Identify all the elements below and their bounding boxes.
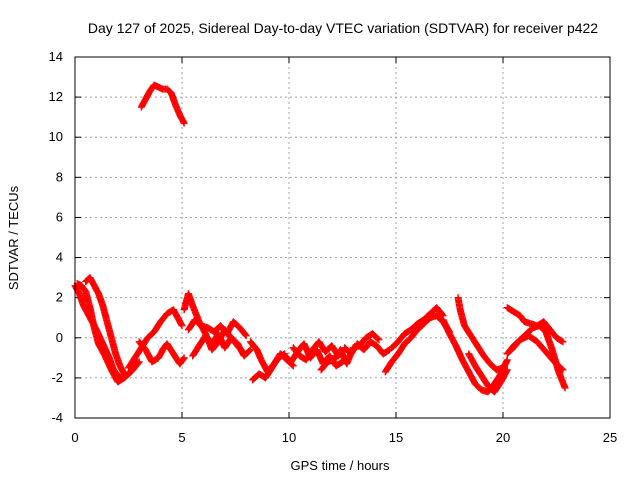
data-point: [559, 366, 567, 374]
data-point: [242, 332, 250, 340]
data-point: [246, 347, 254, 355]
y-tick-label: 8: [56, 169, 63, 184]
data-point: [120, 370, 128, 378]
data-point: [503, 366, 511, 374]
series-arc-6: [137, 81, 188, 127]
data-point: [241, 331, 249, 339]
data-points: [71, 81, 569, 396]
y-tick-label: 2: [56, 290, 63, 305]
series-arc-11: [249, 350, 289, 384]
data-point: [561, 384, 569, 392]
data-point: [180, 354, 188, 362]
data-point: [559, 338, 567, 346]
y-tick-label: -2: [51, 370, 63, 385]
data-point: [178, 322, 186, 330]
data-point: [246, 346, 254, 354]
series-arc-3: [82, 274, 128, 378]
data-point: [558, 337, 566, 345]
plot-frame: [74, 56, 611, 419]
y-tick-label: 14: [49, 49, 63, 64]
series-arc-23: [508, 332, 567, 374]
series-arc-19: [454, 294, 507, 374]
data-point: [503, 356, 511, 364]
series-arc-21: [503, 322, 569, 392]
x-tick-label: 15: [389, 430, 403, 445]
series-arc-17: [388, 304, 447, 352]
y-tick-label: 4: [56, 250, 63, 265]
series-arc-9: [189, 330, 254, 360]
series-arc-5: [135, 338, 188, 368]
axes: 0 5 10 15 20 25 -4 -2 0 2 4 6 8 10 12 14: [49, 49, 618, 445]
data-point: [180, 119, 188, 127]
chart-title: Day 127 of 2025, Sidereal Day-to-day VTE…: [88, 20, 598, 36]
x-tick-label: 5: [178, 430, 185, 445]
data-point: [499, 364, 507, 372]
series-arc-20: [465, 350, 511, 396]
data-point: [558, 365, 566, 373]
y-tick-label: 6: [56, 209, 63, 224]
series-arc-8: [184, 316, 250, 340]
series-arc-15: [341, 338, 394, 358]
data-point: [375, 336, 383, 344]
x-tick-label: 25: [603, 430, 617, 445]
y-tick-label: 10: [49, 129, 63, 144]
y-tick-label: -4: [51, 410, 63, 425]
data-point: [438, 311, 446, 319]
series-arc-2: [73, 280, 141, 386]
x-tick-label: 20: [496, 430, 510, 445]
x-axis-label: GPS time / hours: [291, 458, 390, 473]
data-point: [289, 362, 297, 370]
y-tick-label: 0: [56, 330, 63, 345]
y-tick-label: 12: [49, 89, 63, 104]
series-arc-22: [503, 304, 567, 346]
x-tick-label: 0: [71, 430, 78, 445]
data-point: [179, 355, 187, 363]
x-tick-label: 10: [282, 430, 296, 445]
data-point: [374, 335, 382, 343]
y-axis-label: SDTVAR / TECUs: [6, 185, 21, 290]
